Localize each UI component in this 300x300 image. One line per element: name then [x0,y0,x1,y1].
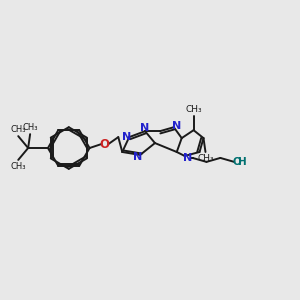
Text: CH₃: CH₃ [185,105,202,114]
Text: CH₃: CH₃ [197,154,214,164]
Text: N: N [134,152,143,162]
Text: N: N [183,153,192,163]
Text: O: O [233,157,242,167]
Text: N: N [122,132,131,142]
Text: N: N [172,121,182,131]
Text: CH₃: CH₃ [22,123,38,132]
Text: H: H [238,157,247,167]
Text: CH₃: CH₃ [11,125,26,134]
Text: O: O [99,138,110,151]
Text: N: N [140,123,150,133]
Text: CH₃: CH₃ [11,162,26,171]
